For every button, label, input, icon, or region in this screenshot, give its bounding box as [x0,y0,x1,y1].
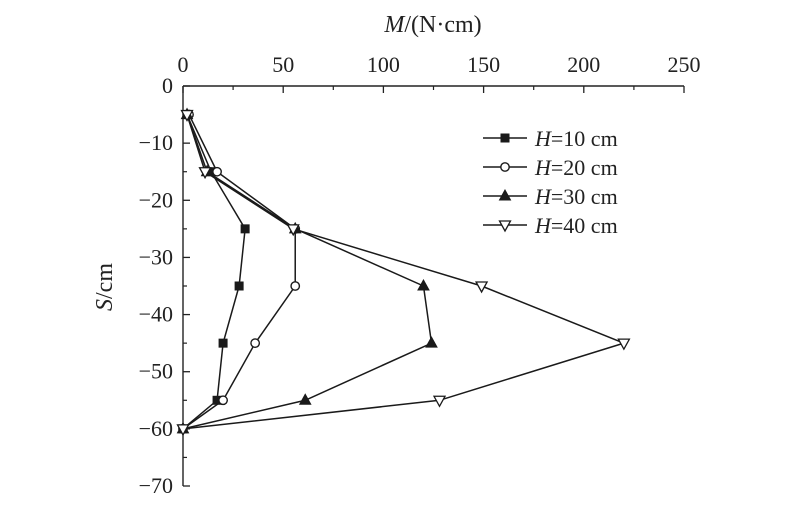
legend-label: H=20 cm [534,155,618,180]
legend-item: H=20 cm [483,155,618,180]
x-tick-label: 200 [567,52,600,77]
series-3 [176,107,438,434]
legend-marker [500,133,510,143]
data-point [617,338,631,351]
data-point [240,224,250,234]
data-point [198,167,212,180]
y-tick-label: −20 [139,187,173,212]
legend-item: H=40 cm [483,213,618,238]
series-2 [178,109,301,434]
y-tick-label: −50 [139,359,173,384]
y-axis-title-unit: /cm [92,263,118,299]
data-point [298,393,312,405]
legend-item: H=30 cm [483,184,618,209]
x-tick-label: 250 [668,52,701,77]
y-tick-label: −10 [139,130,173,155]
legend-marker [500,162,510,172]
data-point [474,281,489,294]
data-point [234,281,244,291]
data-point [432,395,447,408]
legend-item: H=10 cm [483,126,618,151]
axes: 0 50 100 150 200 250 0 −10 −20 −30 −40 −50 −60 −70 [139,52,701,498]
legend-label: H=10 cm [534,126,618,151]
legend-label: H=40 cm [534,213,618,238]
data-point [180,109,194,122]
legend-marker [498,188,512,201]
data-point [417,278,430,291]
series-line [182,114,433,430]
data-point [212,166,222,177]
x-tick-label: 100 [367,52,400,77]
y-tick-label: −40 [139,302,173,327]
legend-marker [498,220,512,233]
x-axis-title: M/(N·cm) [383,12,481,38]
x-tick-label: 0 [178,52,189,77]
series-1 [178,110,250,434]
x-tick-label: 150 [467,52,500,77]
data-point [176,424,190,437]
x-axis-title-unit: /(N·cm) [404,12,481,38]
x-tick-label: 50 [272,52,294,77]
series-line [182,114,296,430]
data-point [218,338,228,348]
y-axis-title-var: S [92,299,118,311]
y-axis-title: S/cm [92,263,118,311]
series-layer [176,107,631,437]
series-line [182,114,246,430]
x-axis-title-var: M [383,12,406,38]
data-point [250,338,261,349]
data-point [290,281,301,291]
data-point [425,336,438,348]
y-tick-label: −70 [139,473,173,498]
legend: H=10 cm H=20 cm H=30 cm H=40 cm [483,126,618,238]
series-4 [176,109,631,437]
legend-label: H=30 cm [534,184,618,209]
y-tick-label: −60 [139,416,173,441]
y-tick-label: −30 [139,244,173,269]
y-tick-label: 0 [162,73,173,98]
data-point [286,224,300,237]
data-point [218,395,228,406]
